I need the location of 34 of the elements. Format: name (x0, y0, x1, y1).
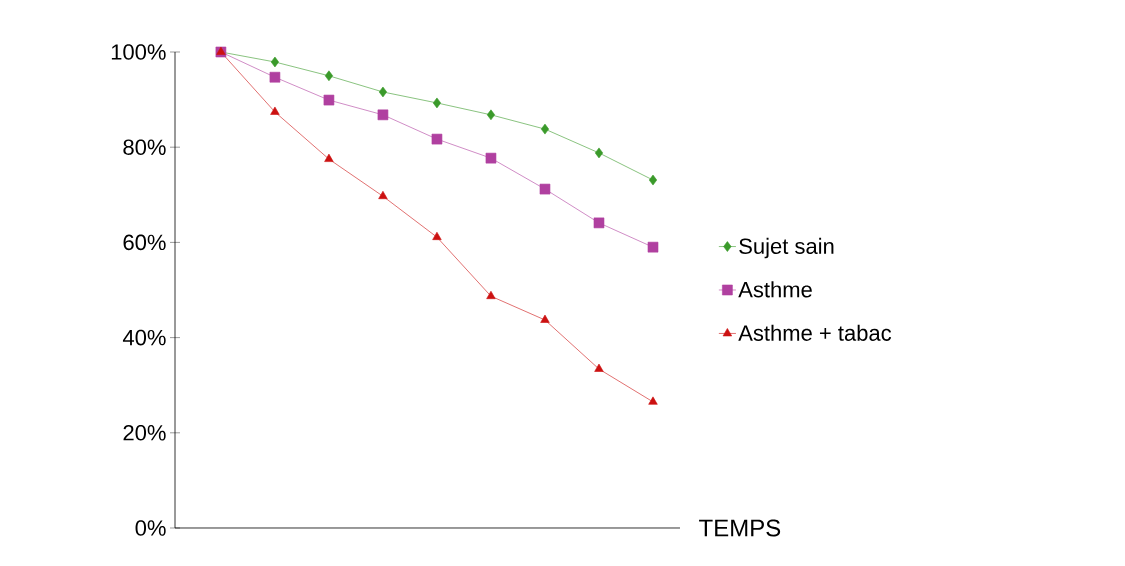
point (593, 217, 605, 229)
y-tick-label: 80% (123, 139, 166, 155)
point (540, 314, 550, 323)
point (540, 123, 550, 135)
point (432, 231, 442, 240)
point (378, 190, 388, 200)
legend-label: Sujet sain (739, 237, 834, 259)
y-tick-label: 0% (135, 520, 166, 536)
y-tick-label: 100% (111, 44, 166, 60)
point (648, 174, 658, 186)
point (594, 147, 604, 159)
point (324, 153, 334, 162)
point (594, 363, 604, 372)
point (270, 106, 280, 115)
point (485, 152, 497, 164)
legend-label: Asthme + tabac (738, 324, 892, 341)
point (269, 71, 281, 83)
point (378, 86, 387, 98)
y-tick-label: 40% (122, 329, 166, 346)
point (270, 56, 279, 68)
point (648, 396, 658, 405)
x-axis-title: TEMPS (699, 519, 781, 537)
point (323, 94, 335, 106)
y-tick-label: 60% (123, 234, 166, 251)
point (432, 97, 441, 109)
point (486, 290, 496, 299)
point (486, 109, 496, 121)
point (377, 109, 389, 121)
y-tick-label: 20% (123, 425, 166, 441)
point (324, 70, 333, 82)
point (431, 133, 443, 145)
point (647, 241, 659, 253)
legend-label: Asthme (738, 281, 812, 298)
point (539, 183, 551, 195)
